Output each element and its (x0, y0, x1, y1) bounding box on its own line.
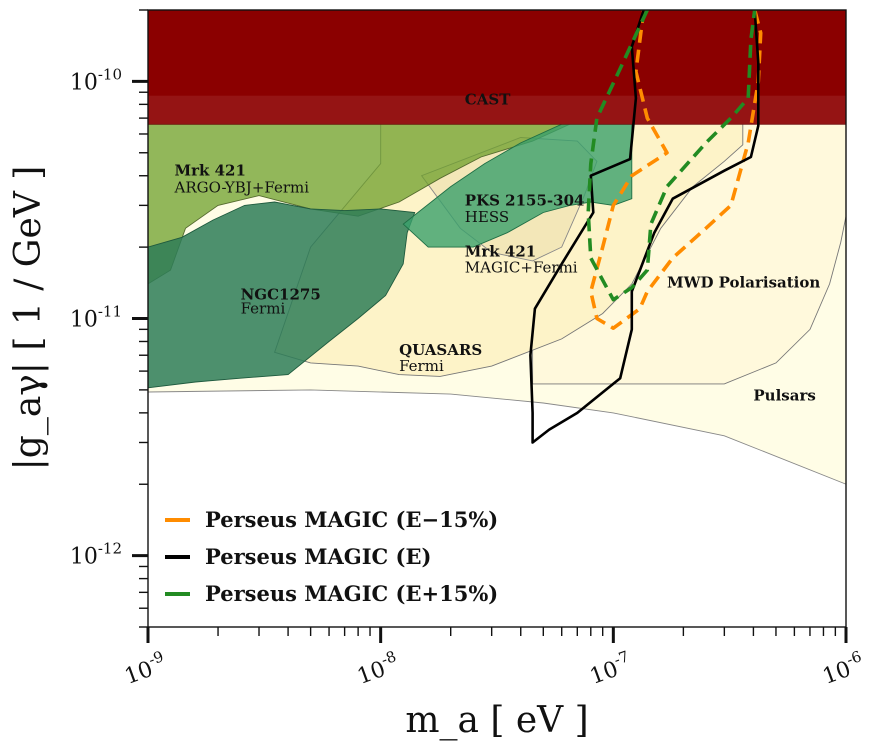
annotation-magic-fermi: MAGIC+Fermi (465, 259, 578, 277)
x-axis-title: m_a [ eV ] (405, 700, 588, 741)
annotation-argo-ybj-fermi: ARGO-YBJ+Fermi (174, 179, 310, 197)
annotation-quasars: QUASARS (399, 341, 482, 359)
y-axis-title: |g_aγ| [ 1 / GeV ] (8, 166, 49, 471)
legend-label-3: Perseus MAGIC (E+15%) (205, 581, 498, 606)
annotation-fermi: Fermi (399, 357, 444, 375)
y-tick-label: 10-11 (70, 303, 122, 333)
annotation-mrk-421: Mrk 421 (465, 242, 536, 260)
annotation-hess: HESS (465, 208, 509, 226)
region-ngc1275-fermi (148, 201, 416, 389)
series-line-perseus-magic-e-15 (586, 10, 757, 302)
x-tick-label: 10-8 (352, 647, 402, 690)
annotation-fermi: Fermi (241, 300, 286, 318)
series-line-perseus-magic-e-15 (589, 10, 763, 330)
annotation-mwd-polarisation: MWD Polarisation (667, 274, 820, 292)
annotation-mrk-421: Mrk 421 (175, 162, 246, 180)
legend-label-1: Perseus MAGIC (E−15%) (205, 507, 498, 532)
series-line-perseus-magic-e (529, 10, 760, 444)
annotation-pks-2155-304: PKS 2155-304 (465, 191, 585, 209)
annotation-pulsars: Pulsars (753, 387, 815, 405)
region-cast (148, 10, 846, 125)
legend-label-2: Perseus MAGIC (E) (205, 544, 431, 569)
data-series (529, 10, 763, 444)
annotation-ngc1275: NGC1275 (241, 286, 321, 304)
y-tick-label: 10-12 (70, 540, 122, 570)
annotation-cast: CAST (465, 90, 511, 108)
x-tick-label: 10-6 (818, 647, 868, 690)
x-tick-label: 10-7 (585, 647, 635, 690)
exclusion-regions (148, 10, 846, 485)
x-tick-label: 10-9 (120, 647, 170, 690)
legend: Perseus MAGIC (E−15%) Perseus MAGIC (E) Pe… (165, 507, 498, 606)
y-tick-label: 10-10 (70, 65, 122, 95)
